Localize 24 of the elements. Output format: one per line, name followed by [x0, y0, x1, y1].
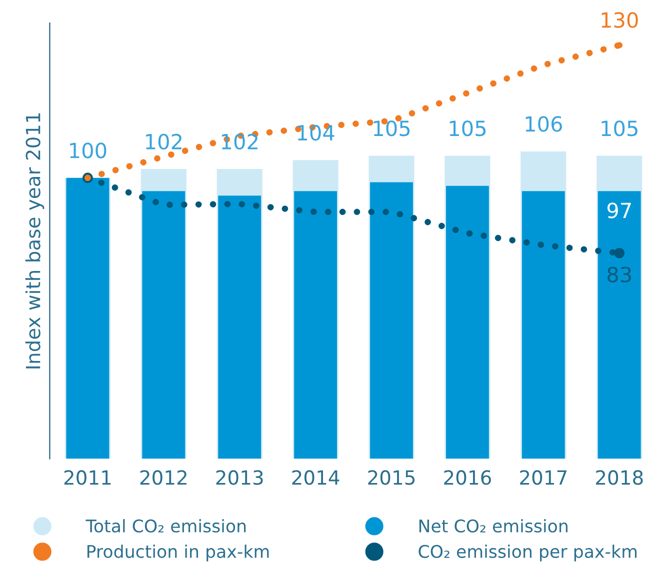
data-label: 105: [374, 120, 410, 136]
x-tick-label: 2011: [64, 470, 111, 485]
x-tick-label: 2016: [444, 470, 491, 485]
x-tick-label: 2017: [520, 470, 566, 485]
x-tick-label: 2018: [596, 470, 643, 485]
data-label: 106: [526, 116, 562, 132]
data-label: 104: [298, 124, 334, 141]
y-axis-title: Index with base year 2011: [25, 113, 44, 368]
data-label: 100: [70, 142, 106, 158]
data-label: 97: [607, 202, 631, 218]
legend-label: CO₂ emission per pax-km: [418, 544, 637, 562]
legend-label: Total CO₂ emission: [86, 519, 246, 533]
x-tick-label: 2014: [292, 470, 340, 485]
data-label: 105: [450, 120, 486, 136]
data-label: 105: [602, 120, 638, 136]
x-tick-label: 2012: [140, 470, 186, 485]
x-tick-label: 2015: [368, 470, 415, 485]
data-label: 130: [602, 12, 638, 28]
legend-label: Production in pax-km: [87, 544, 269, 562]
data-label: 102: [146, 134, 182, 150]
legend-label: Net CO₂ emission: [419, 519, 568, 533]
x-tick-label: 2013: [216, 470, 263, 485]
data-label: 102: [222, 134, 258, 150]
data-label: 83: [608, 266, 631, 282]
